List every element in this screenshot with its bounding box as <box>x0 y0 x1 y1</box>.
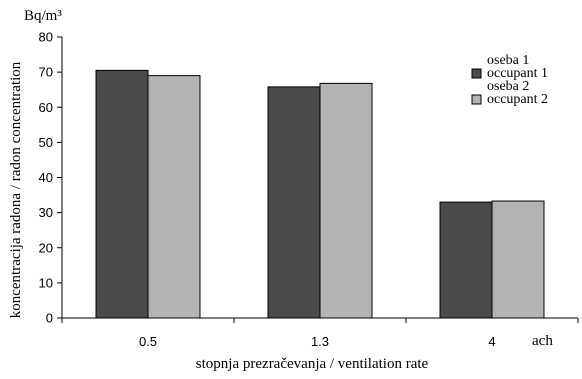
bars-group <box>95 69 545 319</box>
y-axis-unit: Bq/m³ <box>24 8 62 24</box>
x-axis-categories: 0.5 1.3 4 <box>61 318 579 349</box>
legend-label: oseba 1 <box>487 53 529 68</box>
y-tick-label: 70 <box>39 65 53 80</box>
x-axis-unit: ach <box>532 333 553 349</box>
legend-swatch <box>471 94 482 105</box>
y-tick-label: 0 <box>46 311 53 326</box>
bar-series-2-0 <box>147 75 201 319</box>
legend-label: oseba 2 <box>487 79 529 94</box>
y-tick-label: 60 <box>39 100 53 115</box>
x-axis-title: stopnja prezračevanja / ventilation rate <box>196 356 429 372</box>
x-category-label: 4 <box>488 334 495 349</box>
y-axis-ticks: 0 10 20 30 40 50 60 70 80 <box>39 30 62 326</box>
y-tick-label: 50 <box>39 135 53 150</box>
y-axis-title: koncentracija radona / radon concentrati… <box>8 61 24 318</box>
y-tick-label: 20 <box>39 240 53 255</box>
bar-series-1-0 <box>95 69 149 319</box>
legend-swatch <box>471 68 482 79</box>
bar-series-2-1 <box>319 82 373 319</box>
y-tick-label: 30 <box>39 205 53 220</box>
x-category-label: 0.5 <box>139 334 157 349</box>
bar-series-1-1 <box>267 86 321 319</box>
legend-label: occupant 2 <box>487 92 548 107</box>
x-category-label: 1.3 <box>311 334 329 349</box>
y-tick-label: 10 <box>39 275 53 290</box>
y-tick-label: 80 <box>39 30 53 45</box>
legend-label: occupant 1 <box>487 66 548 81</box>
y-tick-label: 40 <box>39 170 53 185</box>
bar-series-2-2 <box>491 200 545 319</box>
bar-series-1-2 <box>439 201 493 319</box>
